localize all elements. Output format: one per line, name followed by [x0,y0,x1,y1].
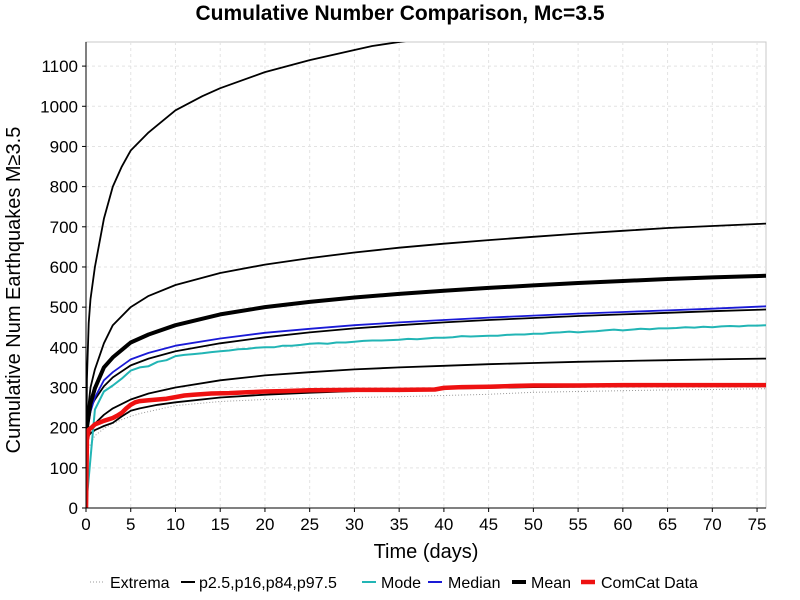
series-line-mode [86,324,766,508]
x-tick-label: 30 [345,515,364,534]
x-tick-label: 20 [255,515,274,534]
series-line-extrema [86,42,406,508]
legend-label: p2.5,p16,p84,p97.5 [199,575,337,592]
legend-label: Extrema [110,575,170,592]
legend-label: Mode [381,575,421,592]
series-line-extrema [86,388,766,508]
series-lines [86,42,766,508]
x-tick-label: 50 [524,515,543,534]
y-tick-label: 300 [50,378,78,397]
y-tick-label: 700 [50,218,78,237]
y-tick-label: 500 [50,298,78,317]
y-axis-title: Cumulative Num Earthquakes M≥3.5 [3,127,25,454]
x-tick-label: 55 [569,515,588,534]
x-axis-title: Time (days) [374,541,479,563]
x-tick-label: 0 [81,515,90,534]
grid [86,42,766,508]
series-line-p84 [86,308,766,508]
y-tick-label: 400 [50,338,78,357]
y-tick-label: 800 [50,178,78,197]
y-tick-label: 900 [50,137,78,156]
x-axis-ticks: 0 5 10 15 20 25 30 35 40 45 50 55 60 65 70 75 [81,508,767,534]
x-tick-label: 70 [703,515,722,534]
legend-label: Mean [531,575,571,592]
y-tick-label: 1000 [40,97,78,116]
plot-area [85,41,767,509]
series-line-mean [86,273,766,508]
series-line-p97-5 [86,222,766,508]
x-tick-label: 65 [658,515,677,534]
x-tick-label: 45 [479,515,498,534]
y-tick-label: 0 [69,499,78,518]
y-tick-label: 100 [50,459,78,478]
y-tick-label: 1100 [41,57,78,76]
y-axis-ticks: 0 100 200 300 400 500 600 700 800 900 1000 1100 [40,57,86,518]
series-line-comcat-data [86,382,766,508]
x-tick-label: 10 [166,515,185,534]
x-tick-label: 15 [211,515,230,534]
x-tick-label: 35 [390,515,409,534]
y-tick-label: 600 [50,258,78,277]
y-tick-label: 200 [50,419,78,438]
series-line-p16 [86,357,766,508]
x-tick-label: 75 [748,515,767,534]
x-tick-label: 40 [434,515,453,534]
x-tick-label: 5 [126,515,135,534]
legend-label: Median [448,575,500,592]
x-tick-label: 60 [613,515,632,534]
x-tick-label: 25 [300,515,319,534]
legend-label: ComCat Data [601,575,698,592]
chart-title: Cumulative Number Comparison, Mc=3.5 [195,2,604,25]
series-line-median [86,305,766,508]
legend: Extrema p2.5,p16,p84,p97.5 Mode Median Mean C… [90,575,698,592]
